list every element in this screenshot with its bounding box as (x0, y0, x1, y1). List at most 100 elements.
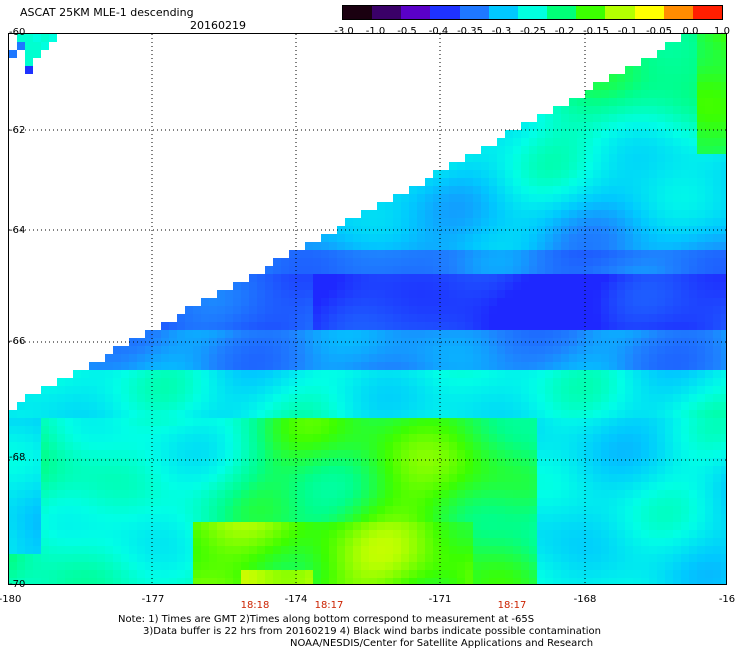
field-cell (657, 154, 665, 162)
field-cell (609, 578, 617, 584)
field-cell (641, 162, 649, 170)
field-cell (433, 538, 441, 546)
field-cell (593, 130, 601, 138)
field-cell (689, 114, 697, 122)
field-cell (241, 386, 249, 394)
field-cell (697, 218, 705, 226)
field-cell (193, 370, 201, 378)
field-cell (513, 498, 521, 506)
map-plot[interactable] (8, 33, 727, 585)
field-cell (65, 378, 73, 386)
field-cell (89, 530, 97, 538)
field-cell (281, 362, 289, 370)
field-cell (617, 194, 625, 202)
field-cell (657, 546, 665, 554)
field-cell (169, 362, 177, 370)
field-cell (609, 98, 617, 106)
field-cell (329, 482, 337, 490)
field-cell (329, 394, 337, 402)
field-cell (145, 466, 153, 474)
field-cell (481, 402, 489, 410)
field-cell (489, 306, 497, 314)
field-cell (161, 386, 169, 394)
field-cell (129, 482, 137, 490)
field-cell (465, 402, 473, 410)
field-cell (433, 458, 441, 466)
field-cell (689, 218, 697, 226)
field-cell (425, 282, 433, 290)
field-cell (177, 570, 185, 578)
field-cell (449, 306, 457, 314)
field-cell (321, 506, 329, 514)
field-cell (337, 282, 345, 290)
field-cell (73, 442, 81, 450)
field-cell (153, 578, 161, 584)
field-cell (337, 490, 345, 498)
field-cell (409, 210, 417, 218)
field-cell (289, 442, 297, 450)
field-cell (617, 402, 625, 410)
field-cell (305, 466, 313, 474)
field-cell (385, 474, 393, 482)
field-cell (625, 426, 633, 434)
field-cell (473, 394, 481, 402)
time-label: 18:18 (240, 600, 270, 611)
field-cell (225, 570, 233, 578)
field-cell (569, 154, 577, 162)
field-cell (609, 522, 617, 530)
field-cell (721, 330, 726, 338)
field-cell (593, 562, 601, 570)
field-cell (681, 202, 689, 210)
field-cell (17, 506, 25, 514)
field-cell (609, 434, 617, 442)
field-cell (553, 354, 561, 362)
field-cell (209, 362, 217, 370)
field-cell (49, 498, 57, 506)
field-cell (521, 378, 529, 386)
field-cell (137, 498, 145, 506)
field-cell (625, 274, 633, 282)
field-cell (553, 570, 561, 578)
field-cell (505, 146, 513, 154)
field-cell (713, 138, 721, 146)
field-cell (433, 298, 441, 306)
field-cell (681, 146, 689, 154)
field-cell (609, 378, 617, 386)
field-cell (713, 538, 721, 546)
field-cell (633, 250, 641, 258)
field-cell (9, 562, 17, 570)
field-cell (529, 466, 537, 474)
field-cell (25, 66, 33, 74)
field-cell (393, 274, 401, 282)
field-cell (513, 522, 521, 530)
field-cell (465, 362, 473, 370)
field-cell (513, 402, 521, 410)
field-cell (673, 42, 681, 50)
field-cell (617, 410, 625, 418)
field-cell (569, 514, 577, 522)
field-cell (129, 394, 137, 402)
field-cell (481, 330, 489, 338)
field-cell (601, 498, 609, 506)
field-cell (497, 402, 505, 410)
field-cell (689, 34, 697, 42)
field-cell (241, 290, 249, 298)
field-cell (377, 498, 385, 506)
field-cell (361, 522, 369, 530)
field-cell (9, 546, 17, 554)
field-cell (449, 218, 457, 226)
field-cell (425, 178, 433, 186)
field-cell (153, 330, 161, 338)
field-cell (441, 386, 449, 394)
field-cell (689, 490, 697, 498)
field-cell (657, 570, 665, 578)
field-cell (225, 466, 233, 474)
field-cell (713, 378, 721, 386)
field-cell (209, 530, 217, 538)
field-cell (449, 490, 457, 498)
field-cell (49, 530, 57, 538)
field-cell (529, 186, 537, 194)
field-cell (425, 298, 433, 306)
field-cell (281, 490, 289, 498)
field-cell (601, 258, 609, 266)
